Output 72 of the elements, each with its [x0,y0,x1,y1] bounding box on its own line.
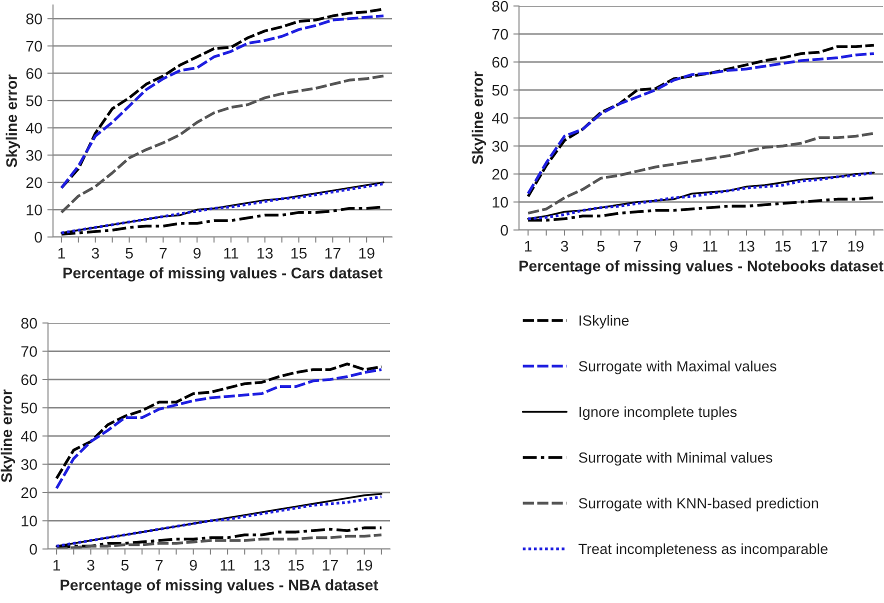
y-tick-label: 20 [492,168,508,180]
x-tick-label: 13 [258,248,273,259]
y-tick-label: 70 [492,28,508,40]
legend-label: ISkyline [580,315,629,329]
y-tick-label: 50 [26,95,42,106]
legend-label: Treat incompleteness as incomparable [578,543,828,557]
y-tick-label: 10 [22,516,37,526]
x-tick-label: 9 [194,248,201,259]
y-tick-label: 20 [26,177,42,188]
x-tick-label: 13 [739,240,754,252]
legend-label: Ignore incomplete tuples [580,406,737,420]
y-tick-label: 50 [21,402,37,414]
y-tick-label: 30 [492,140,508,152]
y-tick-label: 80 [21,318,37,329]
x-tick-label: 19 [359,248,374,259]
y-tick-label: 40 [26,122,42,134]
x-tick-label: 17 [325,248,340,258]
line-series [55,533,383,549]
x-tick-label: 1 [53,560,60,570]
x-axis-title: Percentage of missing values - Cars dataset [63,267,382,282]
x-axis-title: Percentage of missing values - Notebooks dataset [520,260,884,275]
x-tick-label: 15 [291,248,307,259]
line-series [526,132,876,215]
x-tick-label: 13 [254,560,270,571]
x-tick-label: 9 [190,560,197,571]
y-tick-label: 80 [492,0,508,12]
x-tick-label: 5 [126,248,133,259]
y-tick-label: 30 [26,150,42,161]
y-tick-label: 0 [34,232,42,243]
y-tick-label: 70 [26,40,42,52]
y-axis-title: Skyline error [6,74,20,168]
y-tick-label: 60 [26,68,42,79]
x-tick-label: 7 [160,248,167,258]
y-tick-label: 60 [21,374,37,386]
line-series [60,74,385,214]
y-tick-label: 70 [21,346,37,357]
y-axis-title: Skyline error [0,390,16,482]
legend-label: Surrogate with Minimal values [578,452,772,466]
y-tick-label: 40 [20,430,37,442]
x-tick-label: 15 [776,240,791,252]
x-tick-label: 11 [224,248,238,258]
x-tick-label: 17 [322,560,338,570]
y-tick-label: 30 [21,459,37,470]
x-tick-label: 19 [848,240,864,252]
legend-label: Surrogate with Maximal values [578,360,776,374]
y-tick-label: 10 [26,204,42,216]
y-tick-label: 50 [492,84,508,96]
y-tick-label: 0 [500,224,508,236]
x-tick-label: 1 [58,248,65,258]
x-tick-label: 17 [812,240,828,252]
legend-label: Surrogate with KNN-based prediction [578,498,818,512]
x-tick-label: 5 [121,560,129,571]
y-tick-label: 20 [21,487,37,498]
y-tick-label: 40 [492,112,508,124]
x-tick-label: 3 [87,560,94,571]
y-axis-title: Skyline error [472,72,486,164]
x-tick-label: 11 [220,560,235,570]
x-tick-label: 11 [703,240,718,252]
x-tick-label: 19 [357,560,372,571]
x-tick-label: 5 [597,240,605,252]
y-tick-label: 0 [30,544,37,555]
x-tick-label: 3 [560,240,568,252]
x-tick-label: 15 [288,560,304,571]
x-tick-label: 9 [670,240,678,252]
x-tick-label: 1 [525,240,532,252]
y-tick-label: 60 [492,56,508,68]
y-tick-label: 80 [26,14,42,24]
x-tick-label: 7 [156,560,163,570]
x-tick-label: 3 [92,248,99,259]
x-axis-title: Percentage of missing values - NBA dataset [60,579,378,594]
y-tick-label: 10 [492,196,508,208]
x-tick-label: 7 [634,240,641,252]
